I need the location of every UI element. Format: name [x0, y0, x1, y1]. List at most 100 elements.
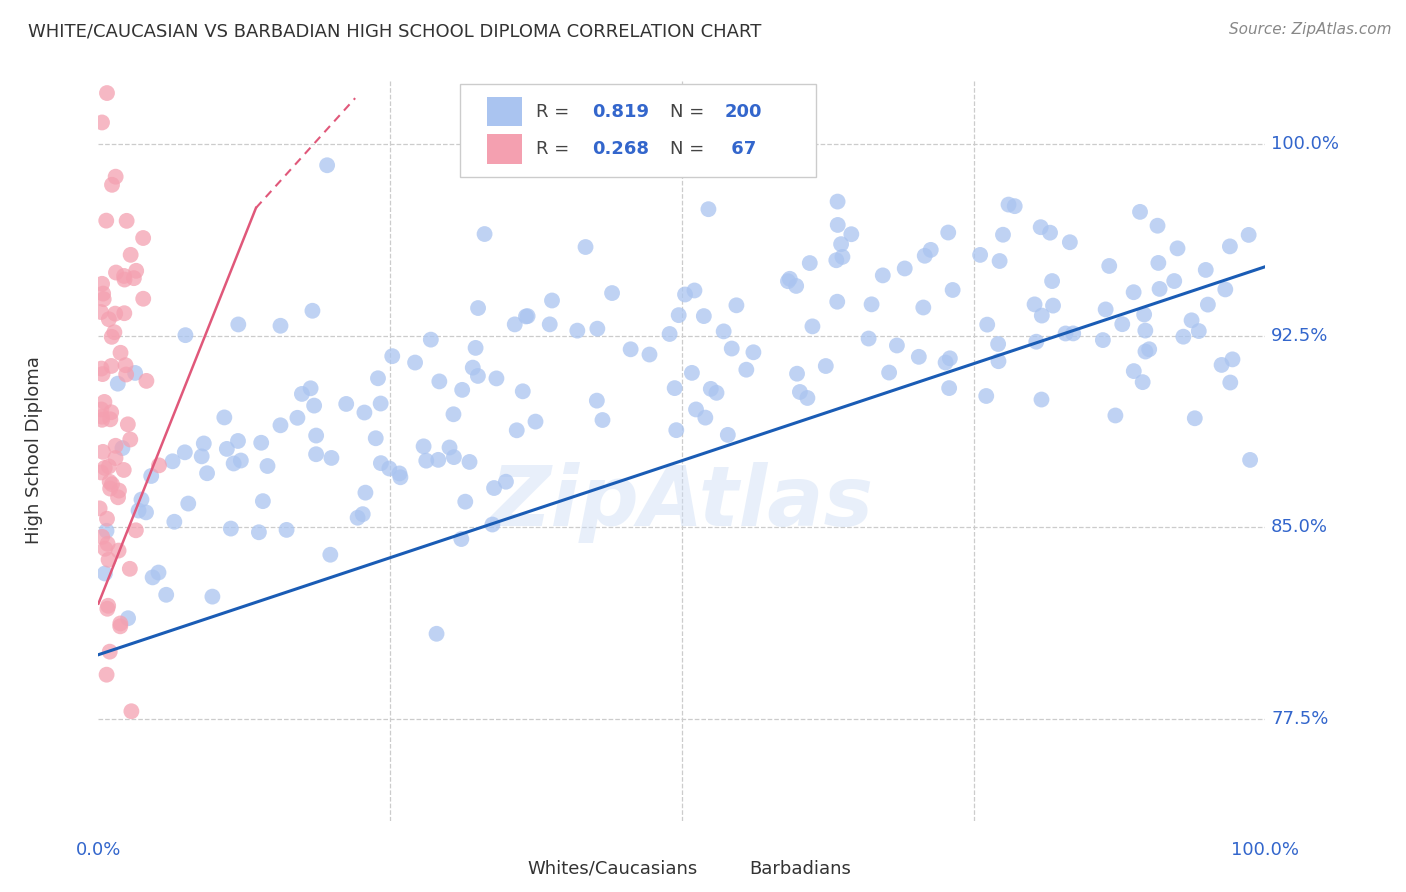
- Point: [120, 248, 142, 262]
- Point: [352, 507, 374, 521]
- Point: [1054, 326, 1077, 341]
- Point: [91, 115, 114, 129]
- Point: [685, 402, 707, 417]
- Point: [353, 405, 375, 419]
- FancyBboxPatch shape: [460, 84, 815, 177]
- Point: [814, 359, 837, 373]
- Text: ZipAtlas: ZipAtlas: [491, 462, 873, 543]
- Point: [291, 387, 314, 401]
- Point: [939, 351, 962, 366]
- Text: Source: ZipAtlas.com: Source: ZipAtlas.com: [1229, 22, 1392, 37]
- Point: [97, 599, 120, 613]
- Point: [173, 445, 195, 459]
- Text: 92.5%: 92.5%: [1271, 326, 1329, 344]
- Point: [215, 442, 238, 456]
- Point: [93, 461, 115, 475]
- Point: [124, 366, 146, 380]
- Point: [886, 338, 908, 352]
- Point: [1059, 235, 1081, 250]
- Point: [112, 268, 135, 283]
- Point: [155, 588, 177, 602]
- Point: [1135, 344, 1157, 359]
- Point: [114, 358, 136, 372]
- Point: [190, 450, 212, 464]
- Point: [299, 381, 322, 395]
- Point: [1062, 326, 1084, 341]
- Point: [1149, 282, 1171, 296]
- Point: [1042, 299, 1064, 313]
- Point: [512, 384, 534, 399]
- Point: [91, 530, 114, 544]
- Point: [96, 86, 118, 100]
- Point: [1197, 297, 1219, 311]
- Text: R =: R =: [536, 103, 575, 120]
- Point: [893, 261, 915, 276]
- Point: [827, 194, 849, 209]
- Point: [1029, 220, 1052, 235]
- Point: [256, 458, 278, 473]
- Point: [364, 431, 387, 445]
- Point: [638, 347, 661, 361]
- Point: [801, 319, 824, 334]
- Point: [110, 346, 132, 360]
- Point: [1219, 239, 1241, 253]
- Point: [1104, 409, 1126, 423]
- Point: [404, 355, 426, 369]
- Point: [148, 458, 170, 473]
- Point: [872, 268, 894, 283]
- Point: [222, 457, 245, 471]
- Text: 85.0%: 85.0%: [1271, 518, 1329, 536]
- Point: [1122, 285, 1144, 300]
- Point: [467, 368, 489, 383]
- Point: [450, 532, 472, 546]
- Point: [969, 248, 991, 262]
- Point: [346, 510, 368, 524]
- Point: [98, 645, 121, 659]
- Point: [112, 463, 135, 477]
- Point: [458, 455, 481, 469]
- Point: [96, 524, 118, 538]
- Point: [839, 227, 862, 242]
- Point: [942, 283, 965, 297]
- Bar: [489, 855, 522, 883]
- Point: [97, 553, 120, 567]
- Point: [481, 517, 503, 532]
- Point: [1137, 343, 1160, 357]
- Point: [461, 360, 484, 375]
- Point: [1094, 302, 1116, 317]
- Point: [93, 395, 115, 409]
- Point: [276, 523, 298, 537]
- Point: [506, 423, 529, 437]
- Point: [665, 423, 688, 437]
- Point: [658, 326, 681, 341]
- Point: [96, 213, 118, 227]
- Point: [89, 501, 111, 516]
- Point: [98, 482, 121, 496]
- Point: [108, 483, 131, 498]
- Point: [720, 342, 742, 356]
- Point: [305, 428, 328, 442]
- Point: [1146, 219, 1168, 233]
- Point: [454, 494, 477, 508]
- Point: [668, 308, 690, 322]
- Point: [1166, 241, 1188, 255]
- Point: [100, 405, 122, 419]
- Point: [148, 566, 170, 580]
- Point: [1195, 263, 1218, 277]
- Text: 100.0%: 100.0%: [1271, 135, 1340, 153]
- Point: [474, 227, 496, 241]
- Point: [247, 525, 270, 540]
- Point: [825, 253, 848, 268]
- Point: [1184, 411, 1206, 425]
- Point: [1135, 324, 1157, 338]
- Point: [524, 415, 547, 429]
- Point: [98, 412, 121, 426]
- Point: [700, 382, 723, 396]
- Point: [936, 226, 959, 240]
- Point: [1133, 308, 1156, 322]
- Point: [858, 332, 880, 346]
- Point: [987, 354, 1010, 368]
- Point: [335, 397, 357, 411]
- Point: [96, 667, 118, 681]
- Point: [132, 292, 155, 306]
